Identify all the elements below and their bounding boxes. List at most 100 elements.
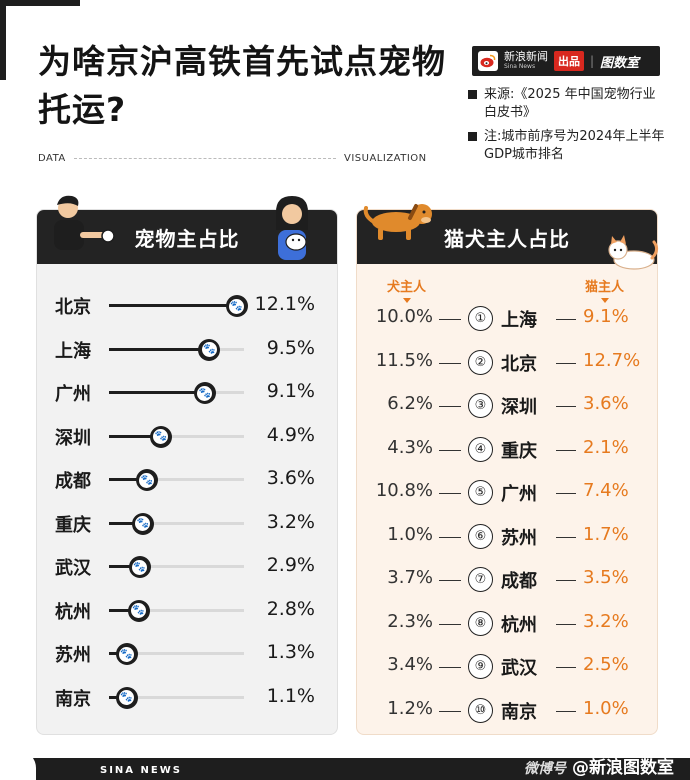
dog-owner-value: 10.0% bbox=[375, 306, 433, 327]
subtitle-data: DATA bbox=[38, 153, 66, 164]
pet-owner-bar-track: 🐾 bbox=[109, 512, 244, 535]
pet-owner-value-label: 12.1% bbox=[254, 293, 315, 315]
dog-cat-city: 苏州 bbox=[501, 527, 537, 549]
dog-cat-row: 3.4% ⑨ 武汉 2.5% bbox=[357, 652, 657, 682]
note-remark: 注:城市前序号为2024年上半年GDP城市排名 bbox=[468, 128, 668, 164]
connector-line bbox=[439, 493, 461, 494]
connector-line bbox=[556, 362, 576, 364]
pet-owner-value-label: 9.1% bbox=[266, 380, 315, 402]
dog-cat-row: 10.0% ① 上海 9.1% bbox=[357, 304, 657, 334]
dog-owner-value: 10.8% bbox=[375, 480, 433, 501]
pet-owner-bar bbox=[109, 565, 140, 568]
gdp-rank-badge: ① bbox=[468, 306, 493, 331]
cat-owner-value: 2.5% bbox=[583, 654, 629, 675]
gdp-rank-badge: ⑤ bbox=[468, 480, 493, 505]
footer-corner bbox=[0, 750, 36, 780]
cat-owner-value: 1.7% bbox=[583, 523, 629, 545]
pet-owner-city: 广州 bbox=[55, 384, 91, 405]
cat-owner-value: 12.7% bbox=[583, 349, 641, 371]
connector-line bbox=[556, 319, 576, 320]
connector-line bbox=[439, 319, 461, 320]
pet-owner-bar bbox=[109, 304, 237, 307]
cat-owner-value: 3.5% bbox=[583, 567, 629, 588]
pet-owner-value-label: 2.8% bbox=[266, 597, 315, 620]
pet-owner-chart-title: 宠物主占比 bbox=[134, 226, 240, 251]
dog-cat-city: 重庆 bbox=[501, 440, 537, 462]
dog-column-arrow-icon bbox=[402, 298, 411, 303]
footer-brand: 微博号 @新浪图数室 bbox=[524, 753, 674, 778]
connector-line bbox=[556, 667, 576, 668]
frame-corner-top bbox=[0, 0, 80, 6]
dog-cat-owner-panel: 猫犬主人占比 犬主人 猫主人 10.0% ① 上海 9.1% 11.5% ② 北京 12.7%… bbox=[356, 209, 658, 735]
cat-owner-value: 9.1% bbox=[583, 306, 629, 327]
pet-owner-city: 上海 bbox=[55, 340, 91, 362]
dog-owner-value: 4.3% bbox=[387, 436, 433, 458]
dog-owner-value: 2.3% bbox=[387, 610, 433, 632]
pet-owner-bar bbox=[109, 608, 139, 612]
pet-owner-bar bbox=[109, 434, 161, 438]
pet-owner-row: 北京 🐾 12.1% bbox=[37, 290, 337, 320]
dog-cat-row: 2.3% ⑧ 杭州 3.2% bbox=[357, 609, 657, 639]
paw-knob-icon: 🐾 bbox=[193, 382, 216, 404]
pet-owner-row: 重庆 🐾 3.2% bbox=[37, 508, 337, 538]
pet-owner-bar-track: 🐾 bbox=[109, 643, 244, 665]
dog-owner-value: 1.2% bbox=[387, 697, 433, 719]
note-source: 来源:《2025 年中国宠物行业白皮书》 bbox=[468, 86, 668, 122]
pet-owner-city: 南京 bbox=[55, 688, 91, 710]
subtitle-divider bbox=[74, 158, 336, 159]
pet-owner-bar-track: 🐾 bbox=[109, 295, 248, 317]
pet-owner-city: 深圳 bbox=[55, 427, 91, 449]
dog-owner-column-header: 犬主人 bbox=[387, 276, 426, 303]
brand-separator: | bbox=[590, 54, 595, 68]
footer-bar: SINA NEWS 微博号 @新浪图数室 bbox=[0, 758, 690, 780]
footer-weibo-label: 微博号 bbox=[524, 761, 566, 777]
pet-owner-bar-track: 🐾 bbox=[109, 556, 244, 578]
cat-owner-value: 1.0% bbox=[583, 697, 629, 719]
pet-owner-value-label: 1.3% bbox=[266, 641, 315, 663]
gdp-rank-badge: ④ bbox=[468, 436, 493, 462]
gdp-rank-badge: ② bbox=[468, 349, 493, 375]
dog-cat-row: 3.7% ⑦ 成都 3.5% bbox=[357, 565, 657, 595]
cat-owner-value: 3.6% bbox=[583, 393, 629, 414]
connector-line bbox=[439, 406, 461, 407]
note-source-text: 来源:《2025 年中国宠物行业白皮书》 bbox=[484, 87, 656, 120]
connector-line bbox=[439, 710, 461, 712]
dog-cat-row: 1.0% ⑥ 苏州 1.7% bbox=[357, 522, 657, 552]
pet-owner-city: 苏州 bbox=[55, 645, 91, 666]
pet-owner-bar bbox=[109, 347, 210, 351]
dog-owner-value: 6.2% bbox=[387, 393, 433, 414]
frame-corner-left bbox=[0, 0, 6, 80]
dog-cat-city: 成都 bbox=[501, 571, 537, 592]
pet-owner-city: 杭州 bbox=[55, 601, 91, 623]
connector-line bbox=[439, 580, 461, 581]
pet-owner-row: 深圳 🐾 4.9% bbox=[37, 421, 337, 451]
cat-owner-value: 7.4% bbox=[583, 480, 629, 501]
dog-cat-city: 南京 bbox=[501, 701, 537, 723]
paw-knob-icon: 🐾 bbox=[131, 512, 154, 535]
pet-owner-city: 成都 bbox=[55, 471, 91, 492]
cat-illustration-icon bbox=[608, 235, 659, 270]
paw-knob-icon: 🐾 bbox=[127, 599, 150, 622]
paw-knob-icon: 🐾 bbox=[115, 643, 138, 665]
pet-owner-row: 上海 🐾 9.5% bbox=[37, 334, 337, 364]
gdp-rank-badge: ⑧ bbox=[468, 610, 493, 636]
pet-owner-bar-track: 🐾 bbox=[109, 469, 244, 491]
subtitle-visualization: VISUALIZATION bbox=[344, 153, 427, 164]
dog-cat-row: 6.2% ③ 深圳 3.6% bbox=[357, 391, 657, 421]
pet-owner-row: 杭州 🐾 2.8% bbox=[37, 595, 337, 625]
pet-owner-city: 北京 bbox=[55, 297, 91, 318]
note-remark-text: 注:城市前序号为2024年上半年GDP城市排名 bbox=[484, 129, 665, 162]
note-bullet-icon bbox=[468, 132, 477, 141]
connector-line bbox=[556, 710, 576, 712]
pet-owner-value-label: 4.9% bbox=[266, 423, 315, 446]
dog-owner-value: 1.0% bbox=[387, 523, 433, 545]
paw-knob-icon: 🐾 bbox=[128, 556, 151, 578]
pet-owner-city: 武汉 bbox=[55, 558, 91, 579]
dog-owner-value: 3.4% bbox=[387, 654, 433, 675]
pet-owner-bar-track: 🐾 bbox=[109, 599, 244, 622]
paw-knob-icon: 🐾 bbox=[135, 469, 158, 491]
brand-name-en: Sina News bbox=[504, 63, 536, 70]
paw-knob-icon: 🐾 bbox=[115, 686, 138, 709]
pet-owner-panel: 宠物主占比 北京 🐾 12.1% 上海 🐾 9.5% 广州 🐾 9.1% 深圳 🐾 4.9% 成都 🐾 3.… bbox=[36, 209, 338, 735]
pet-owner-bar-track: 🐾 bbox=[109, 425, 244, 448]
